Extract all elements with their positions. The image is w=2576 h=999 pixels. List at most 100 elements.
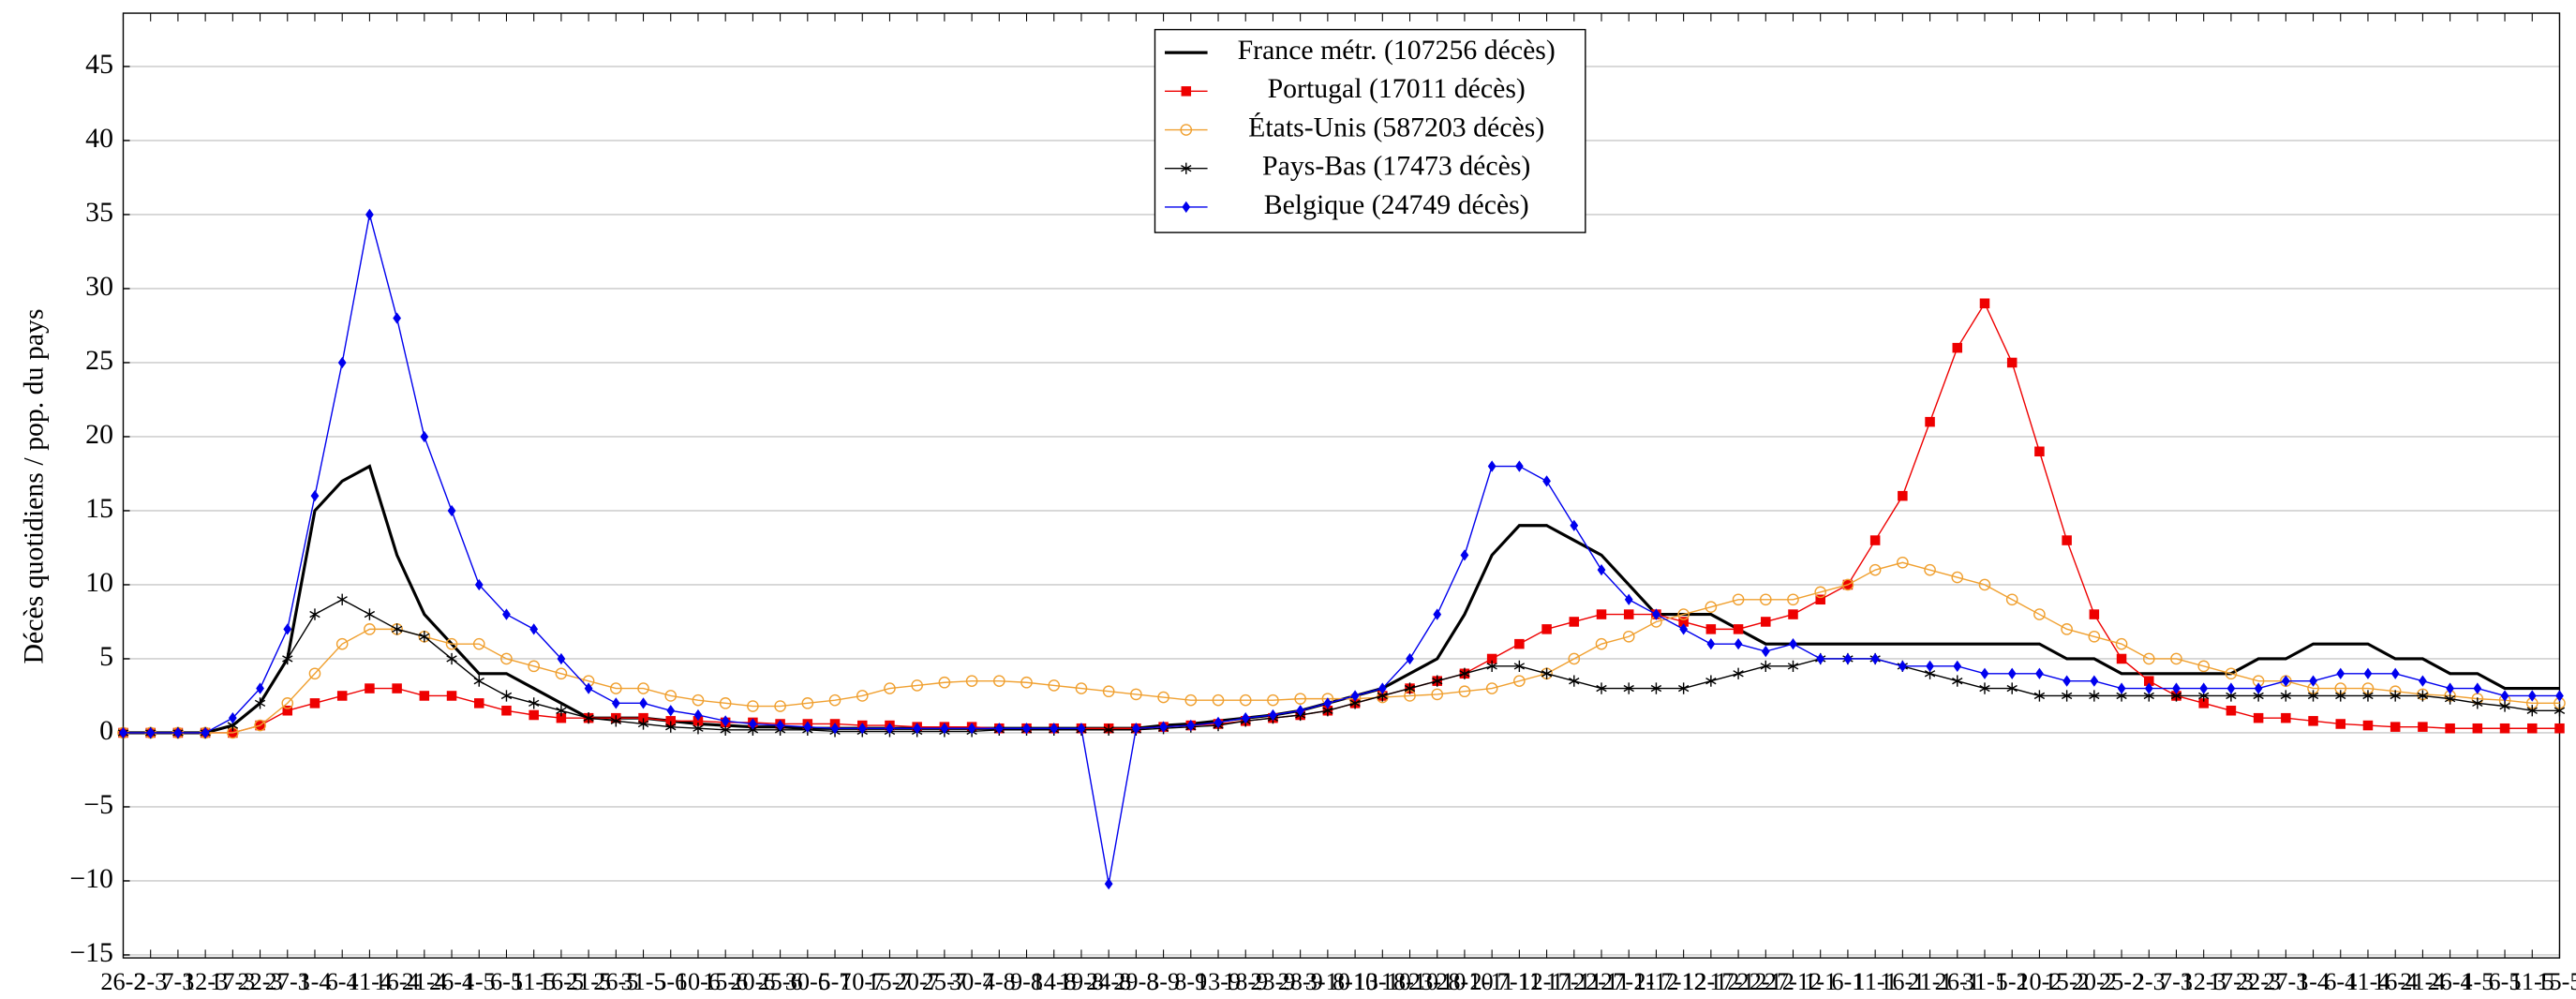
marker xyxy=(2362,720,2374,731)
x-tick-label: 16-4 xyxy=(375,968,420,995)
marker xyxy=(1157,691,1169,704)
marker xyxy=(556,705,567,717)
x-tick-label: 2-11 xyxy=(1470,968,1514,995)
marker xyxy=(1924,563,1936,576)
x-tick-label: 24-8 xyxy=(1086,968,1131,995)
marker xyxy=(1212,693,1225,707)
marker xyxy=(693,708,703,722)
x-tick-label: 26-5 xyxy=(593,968,638,995)
marker xyxy=(2198,698,2209,708)
x-tick-label: 3-9 xyxy=(1147,968,1180,995)
marker xyxy=(2005,593,2018,606)
marker xyxy=(1623,609,1634,619)
marker xyxy=(336,593,348,605)
marker xyxy=(2061,690,2073,702)
marker xyxy=(2336,667,2345,679)
y-axis-label: Décès quotidiens / pop. du pays xyxy=(18,308,49,664)
marker xyxy=(2363,667,2373,679)
marker xyxy=(993,675,1005,687)
x-tick-label: 15-2 xyxy=(2045,968,2090,995)
x-tick-label: 20-6 xyxy=(730,968,775,995)
marker xyxy=(2526,723,2538,734)
marker xyxy=(1814,586,1827,599)
marker xyxy=(1623,682,1634,694)
marker xyxy=(665,716,677,726)
marker xyxy=(2281,675,2290,687)
marker xyxy=(1952,342,1963,353)
marker xyxy=(335,637,349,650)
x-tick-label: 27-12 xyxy=(1764,968,1822,995)
x-tick-label: 25-6 xyxy=(758,968,803,995)
legend-box xyxy=(1154,28,1586,233)
legend-label: Belgique (24749 décès) xyxy=(1264,189,1529,220)
x-tick-label: 23-9 xyxy=(1250,968,1295,995)
marker xyxy=(856,690,869,702)
marker xyxy=(500,690,513,702)
x-tick-label: 23-10 xyxy=(1408,968,1466,995)
x-tick-label: 15-7 xyxy=(867,968,912,995)
marker xyxy=(2390,690,2401,702)
marker xyxy=(556,712,567,723)
marker xyxy=(1706,638,1716,650)
marker xyxy=(1542,475,1551,487)
marker xyxy=(2197,660,2211,673)
x-tick-label: 2-3 xyxy=(2133,968,2166,995)
x-tick-label: 16-1 xyxy=(1880,968,1925,995)
marker xyxy=(2061,623,2073,635)
y-tick-label: 20 xyxy=(85,419,113,450)
marker xyxy=(639,697,648,709)
marker xyxy=(1705,601,1718,613)
marker xyxy=(2417,690,2429,702)
marker xyxy=(2362,690,2374,702)
marker xyxy=(2226,682,2236,694)
marker xyxy=(472,637,485,650)
marker xyxy=(1406,652,1414,665)
y-tick-label: 45 xyxy=(85,49,113,80)
marker xyxy=(364,608,376,620)
x-tick-label: 6-5 xyxy=(2489,968,2522,995)
x-tick-label: 10-2 xyxy=(2017,968,2062,995)
x-tick-label: 6-4 xyxy=(326,968,359,995)
marker xyxy=(967,723,976,735)
marker xyxy=(1404,682,1416,694)
x-tick-label: 12-3 xyxy=(183,968,228,995)
y-tick-label: −15 xyxy=(69,937,113,968)
marker xyxy=(1788,609,1798,619)
x-tick-label: 18-10 xyxy=(1381,968,1438,995)
marker xyxy=(1296,705,1305,717)
marker xyxy=(1050,723,1059,735)
marker xyxy=(1622,630,1635,643)
marker xyxy=(2472,697,2483,709)
x-tick-label: 1-5 xyxy=(2461,968,2494,995)
marker xyxy=(1569,617,1580,627)
x-tick-label: 27-11 xyxy=(1601,968,1657,995)
x-tick-label: 17-3 xyxy=(2209,968,2254,995)
marker xyxy=(310,490,320,502)
marker xyxy=(665,721,677,733)
marker xyxy=(884,682,896,694)
x-tick-label: 26-2 xyxy=(100,968,145,995)
marker xyxy=(1294,693,1306,705)
marker xyxy=(692,716,704,726)
marker xyxy=(281,697,294,709)
marker xyxy=(2089,609,2100,619)
marker xyxy=(529,697,540,709)
marker xyxy=(2499,700,2510,712)
marker xyxy=(1184,693,1198,707)
marker xyxy=(2335,690,2346,702)
marker xyxy=(2281,712,2291,723)
marker xyxy=(1541,624,1552,634)
marker xyxy=(419,691,430,701)
x-tick-label: 26-1 xyxy=(1935,968,1980,995)
marker xyxy=(774,700,786,712)
x-tick-label: 14-8 xyxy=(1032,968,1077,995)
marker xyxy=(610,682,622,694)
marker xyxy=(1569,675,1580,687)
marker xyxy=(2117,682,2126,694)
marker xyxy=(1650,682,1662,694)
marker xyxy=(1733,667,1744,679)
x-tick-label: 16-5 xyxy=(539,968,584,995)
marker xyxy=(1870,652,1880,665)
marker xyxy=(2170,652,2182,665)
x-tick-label: 7-12 xyxy=(1661,968,1706,995)
